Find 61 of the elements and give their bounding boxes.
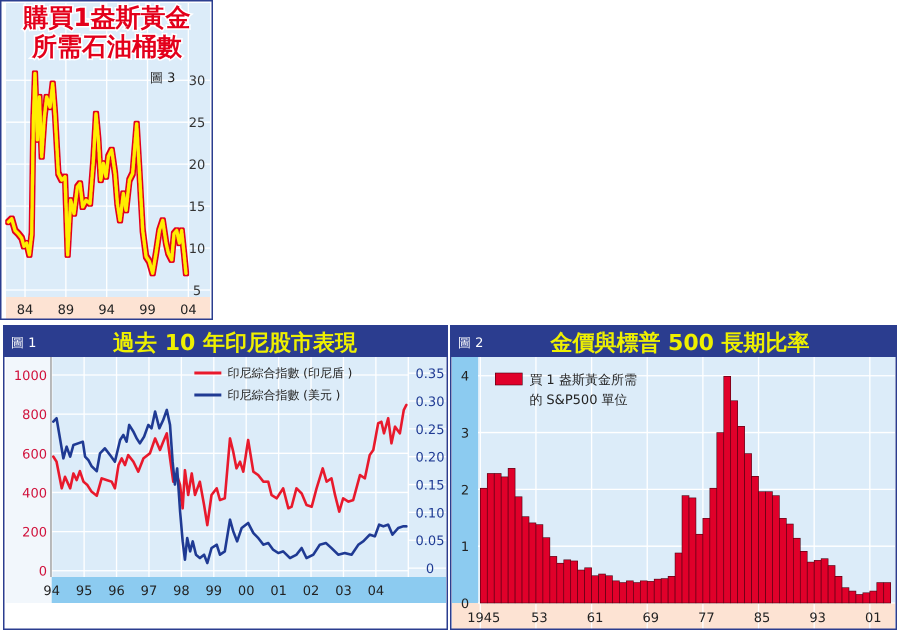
y-tick-label: 0: [460, 597, 470, 612]
x-tick-label: 98: [173, 584, 190, 599]
x-tick-label: 03: [335, 584, 352, 599]
y-tick-label: 2: [460, 483, 470, 498]
y-tick-label: 200: [22, 526, 47, 541]
x-tick-label: 1945: [467, 611, 500, 626]
y2-tick-label: 0.20: [416, 450, 444, 466]
legend-label: 印尼綜合指數 (印尼盾 ): [227, 366, 352, 380]
annotation: 圖 3: [150, 71, 176, 86]
chart-title: 金價與標普 500 長期比率: [549, 330, 810, 356]
y2-tick-label: 0.30: [416, 395, 444, 410]
x-tick-label: 69: [642, 611, 659, 626]
x-tick-label: 53: [531, 611, 548, 626]
x-tick-label: 02: [302, 584, 320, 599]
x-tick-label: 84: [16, 303, 34, 318]
y-tick-label: 1000: [14, 369, 47, 384]
y-tick-label: 600: [22, 447, 47, 462]
y2-tick-label: 0: [426, 562, 434, 578]
x-tick-label: 85: [754, 611, 770, 626]
y-tick-label: 3: [460, 426, 470, 442]
x-tick-label: 04: [368, 584, 384, 599]
y2-tick-label: 0.05: [416, 534, 444, 550]
y-tick-label: 1: [460, 540, 470, 556]
caption: 圖 1: [11, 336, 36, 351]
y-tick-label: 25: [188, 116, 206, 132]
y-tick-label: 0: [38, 564, 47, 580]
line-series: [6, 72, 188, 275]
legend-label: 印尼綜合指數 (美元 ): [227, 388, 340, 402]
y-tick-label: 5: [192, 284, 202, 300]
text: 購買1盎斯黃金所需石油桶數: [22, 3, 191, 61]
x-tick-label: 77: [698, 611, 715, 626]
x-tick-label: 89: [58, 303, 74, 318]
legend-label: 買 1 盎斯黃金所需的 S&P500 單位: [529, 373, 637, 408]
y-tick-label: 400: [22, 486, 47, 502]
x-tick-label: 96: [108, 584, 125, 599]
line-series: [52, 404, 408, 526]
y-tick-label: 10: [188, 242, 206, 258]
x-tick-label: 93: [809, 611, 826, 626]
x-tick-label: 95: [76, 584, 92, 599]
y-tick-label: 800: [22, 408, 47, 424]
x-tick-label: 01: [270, 584, 287, 599]
chart-title: 過去 10 年印尼股市表現: [113, 330, 358, 356]
y-tick-label: 15: [188, 200, 206, 216]
x-tick-label: 94: [98, 303, 115, 318]
x-tick-label: 61: [586, 611, 604, 626]
caption: 圖 2: [458, 336, 484, 351]
y2-tick-label: 0.35: [416, 367, 444, 382]
y2-tick-label: 0.15: [416, 478, 444, 494]
line-series: [52, 408, 408, 564]
x-tick-label: 99: [206, 584, 222, 599]
y2-tick-label: 0.10: [416, 506, 444, 522]
y-tick-label: 30: [188, 74, 206, 90]
x-tick-label: 01: [865, 611, 882, 626]
y-tick-label: 4: [460, 370, 470, 385]
y-tick-label: 20: [188, 158, 206, 174]
x-tick-label: 04: [180, 303, 197, 318]
y2-tick-label: 0.25: [416, 422, 444, 438]
x-tick-label: 00: [238, 584, 254, 599]
x-tick-label: 94: [43, 584, 60, 599]
x-tick-label: 97: [140, 584, 158, 599]
x-tick-label: 99: [139, 303, 156, 318]
